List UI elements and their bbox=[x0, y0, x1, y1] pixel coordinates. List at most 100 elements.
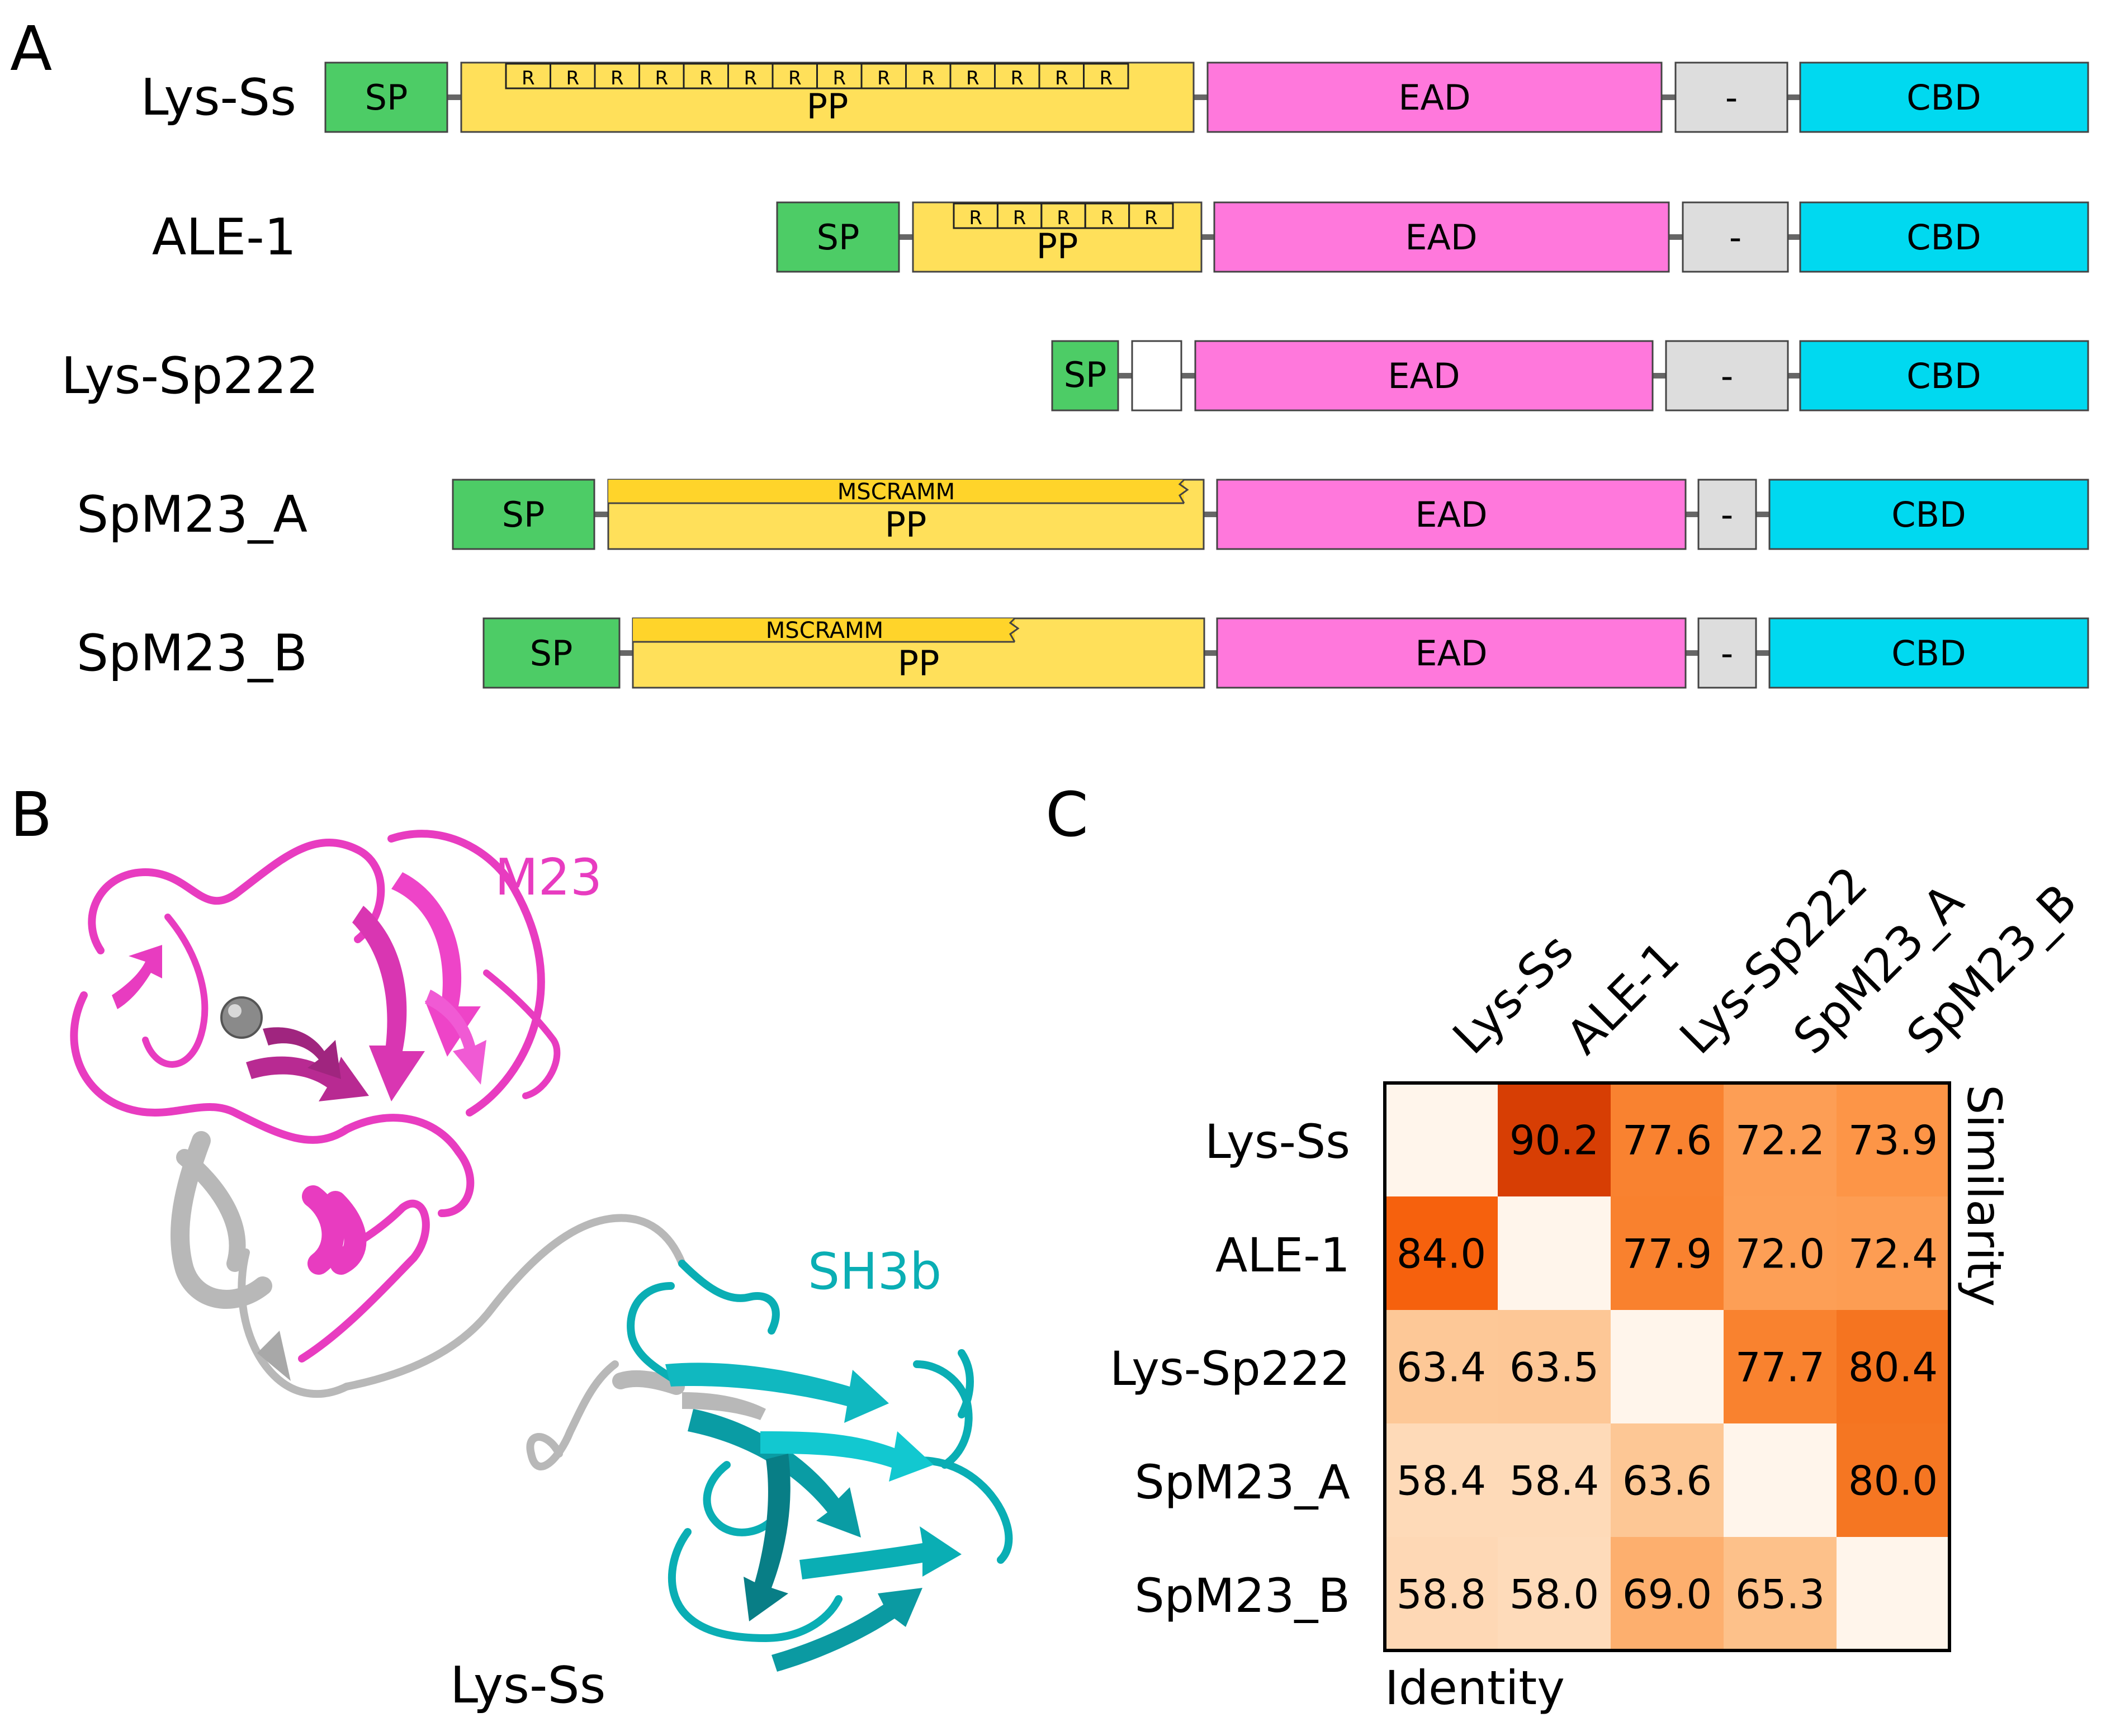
heatmap-value: 58.4 bbox=[1509, 1458, 1599, 1505]
sp-domain bbox=[452, 479, 595, 550]
m23-strand bbox=[246, 1056, 369, 1101]
linker-label: - bbox=[1725, 77, 1738, 118]
panel-label-b: B bbox=[10, 779, 52, 850]
heatmap-cell bbox=[1385, 1310, 1498, 1424]
m23-domain bbox=[70, 830, 561, 1363]
col-label-lys-ss: Lys-Ss bbox=[1442, 923, 1584, 1065]
heatmap-value: 63.5 bbox=[1509, 1344, 1599, 1391]
m23-strand bbox=[352, 906, 425, 1101]
linker-chain bbox=[343, 1214, 686, 1390]
protein-label: SpM23_B bbox=[77, 624, 307, 683]
heatmap-value: 58.4 bbox=[1397, 1458, 1486, 1505]
protein-label: Lys-Ss bbox=[140, 68, 296, 127]
structure-protein-label: Lys-Ss bbox=[450, 1656, 606, 1715]
m23-strand bbox=[391, 872, 481, 1057]
metal-ion-highlight bbox=[228, 1004, 242, 1018]
row-label-spm23-a: SpM23_A bbox=[1135, 1455, 1350, 1510]
mscramm-label: MSCRAMM bbox=[837, 479, 955, 505]
grey-arrow bbox=[257, 1331, 291, 1381]
cbd-domain bbox=[1799, 62, 2089, 133]
ead-domain bbox=[1206, 62, 1663, 133]
heatmap-value: 84.0 bbox=[1397, 1231, 1486, 1278]
row-label-lys-sp222: Lys-Sp222 bbox=[1110, 1341, 1350, 1396]
metal-ion bbox=[220, 996, 263, 1039]
heatmap-value: 72.4 bbox=[1848, 1231, 1938, 1278]
heatmap-cell bbox=[1611, 1537, 1724, 1651]
empty-domain bbox=[1131, 340, 1182, 411]
heatmap-cell bbox=[1385, 1196, 1498, 1311]
linker-label: - bbox=[1721, 356, 1733, 396]
mscramm-break bbox=[1178, 479, 1189, 504]
ead-domain bbox=[1194, 340, 1654, 411]
identity-similarity-heatmap: 90.2 77.6 72.2 73.9 84.0 77.9 72.0 72.4 63.4 63.5… bbox=[1110, 856, 2088, 1715]
ead-domain bbox=[1216, 479, 1687, 550]
sh3b-loop bbox=[958, 1349, 974, 1418]
heatmap-cell bbox=[1498, 1083, 1611, 1197]
heatmap-cell bbox=[1498, 1196, 1611, 1311]
pp-label: PP bbox=[1037, 226, 1078, 267]
heatmap-value: 90.2 bbox=[1509, 1117, 1599, 1164]
panel-label-a: A bbox=[10, 13, 52, 84]
m23-loop bbox=[387, 830, 545, 1117]
sp-domain bbox=[482, 617, 621, 689]
heatmap-cell bbox=[1498, 1423, 1611, 1538]
protein-row-ale-1: ALE-1 SP R R R R R PP EAD - CBD bbox=[152, 201, 2089, 273]
cbd-domain bbox=[1768, 479, 2089, 550]
linker-label: - bbox=[1721, 633, 1733, 674]
repeat-label: R bbox=[1010, 67, 1024, 89]
sp-domain bbox=[1051, 340, 1119, 411]
linker-label: - bbox=[1729, 217, 1741, 258]
grey-strand-segment bbox=[682, 1392, 766, 1420]
heatmap-cell bbox=[1724, 1196, 1837, 1311]
sh3b-loop bbox=[678, 1260, 780, 1335]
m23-loop bbox=[70, 991, 351, 1144]
m23-loop bbox=[343, 1114, 475, 1217]
protein-label: Lys-Sp222 bbox=[61, 347, 319, 405]
grey-helix-turn bbox=[176, 1149, 246, 1272]
heatmap-value: 63.4 bbox=[1397, 1344, 1486, 1391]
m23-strand bbox=[112, 945, 162, 1009]
heatmap-value: 77.9 bbox=[1622, 1231, 1712, 1278]
heatmap-value: 72.0 bbox=[1735, 1231, 1825, 1278]
linker-domain bbox=[1674, 62, 1788, 133]
ead-label: EAD bbox=[1415, 494, 1487, 535]
col-label-ale-1: ALE-1 bbox=[1556, 930, 1690, 1065]
repeat-label: R bbox=[969, 207, 982, 229]
sp-label: SP bbox=[1064, 354, 1107, 395]
heatmap-cell bbox=[1837, 1310, 1950, 1424]
heatmap-cell bbox=[1385, 1537, 1498, 1651]
mscramm-region bbox=[633, 618, 1015, 642]
grey-loop bbox=[238, 1248, 351, 1398]
cbd-label: CBD bbox=[1906, 356, 1981, 396]
pp-label: PP bbox=[885, 504, 927, 545]
sh3b-label: SH3b bbox=[808, 1242, 941, 1301]
heatmap-value: 80.4 bbox=[1848, 1344, 1938, 1391]
cbd-domain bbox=[1799, 340, 2089, 411]
mscramm-label: MSCRAMM bbox=[766, 618, 883, 644]
domain-architecture-panel: Lys-Ss SP R R R R R R R R R R R R R R PP EAD - CBD AL… bbox=[61, 62, 2089, 689]
identity-label: Identity bbox=[1385, 1661, 1565, 1715]
sp-label: SP bbox=[502, 494, 545, 535]
heatmap-cell bbox=[1611, 1423, 1724, 1538]
linker-label: - bbox=[1721, 494, 1733, 535]
repeat-label: R bbox=[610, 67, 624, 89]
protein-label: ALE-1 bbox=[152, 208, 296, 267]
sh3b-strand bbox=[772, 1588, 922, 1672]
heatmap-value: 69.0 bbox=[1622, 1571, 1712, 1618]
pp-domain bbox=[460, 62, 1195, 133]
repeat-label: R bbox=[921, 67, 935, 89]
heatmap-value: 65.3 bbox=[1735, 1571, 1825, 1618]
sh3b-strand bbox=[688, 1409, 861, 1538]
heatmap-value: 58.8 bbox=[1397, 1571, 1486, 1618]
protein-label: SpM23_A bbox=[77, 485, 307, 544]
sp-label: SP bbox=[530, 633, 573, 674]
protein-row-spm23-a: SpM23_A SP MSCRAMM PP EAD - CBD bbox=[77, 479, 2089, 550]
m23-helix bbox=[302, 1185, 344, 1275]
heatmap-frame bbox=[1383, 1081, 1951, 1652]
mscramm-break bbox=[1009, 617, 1020, 642]
pp-domain bbox=[912, 201, 1203, 273]
repeat-label: R bbox=[566, 67, 579, 89]
heatmap-cell bbox=[1385, 1423, 1498, 1538]
heatmap-values: 90.2 77.6 72.2 73.9 84.0 77.9 72.0 72.4 63.4 63.5… bbox=[1397, 1117, 1938, 1618]
